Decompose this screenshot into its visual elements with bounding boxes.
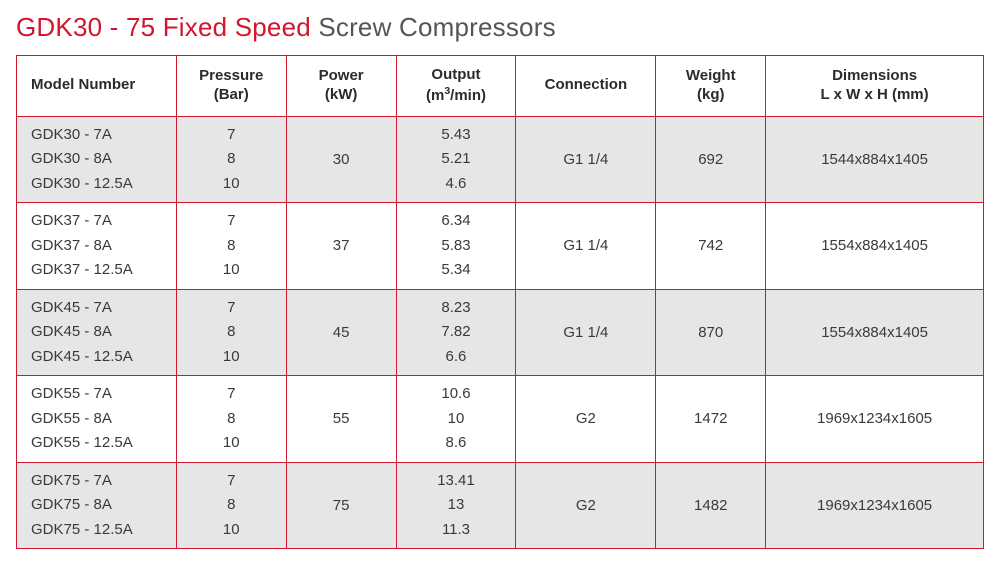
cell-connection: G2	[516, 462, 656, 549]
cell-model: GDK75 - 7AGDK75 - 8AGDK75 - 12.5A	[17, 463, 176, 549]
cell-power: 75	[286, 462, 396, 549]
title-accent: GDK30 - 75 Fixed Speed	[16, 12, 311, 42]
cell-weight: 692	[656, 116, 766, 203]
cell-weight: 1482	[656, 462, 766, 549]
cell-connection: G1 1/4	[516, 203, 656, 290]
col-power: Power (kW)	[286, 56, 396, 117]
cell-dimensions: 1554x884x1405	[766, 203, 984, 290]
cell-connection: G2	[516, 376, 656, 463]
cell-output: 13.411311.3	[397, 463, 516, 549]
cell-power: 30	[286, 116, 396, 203]
cell-model: GDK45 - 7AGDK45 - 8AGDK45 - 12.5A	[17, 290, 176, 376]
cell-connection: G1 1/4	[516, 289, 656, 376]
col-pressure: Pressure (Bar)	[176, 56, 286, 117]
cell-model: GDK30 - 7AGDK30 - 8AGDK30 - 12.5A	[17, 117, 176, 203]
table-row: GDK37 - 7AGDK37 - 8AGDK37 - 12.5A7810376…	[17, 203, 984, 290]
col-model: Model Number	[17, 56, 177, 117]
cell-dimensions: 1554x884x1405	[766, 289, 984, 376]
cell-model: GDK55 - 7AGDK55 - 8AGDK55 - 12.5A	[17, 376, 176, 462]
cell-dimensions: 1544x884x1405	[766, 116, 984, 203]
col-output: Output (m3/min)	[396, 56, 516, 117]
cell-model: GDK37 - 7AGDK37 - 8AGDK37 - 12.5A	[17, 203, 176, 289]
cell-connection: G1 1/4	[516, 116, 656, 203]
cell-weight: 742	[656, 203, 766, 290]
cell-pressure: 7810	[177, 117, 286, 203]
cell-output: 6.345.835.34	[397, 203, 516, 289]
col-connection: Connection	[516, 56, 656, 117]
table-row: GDK45 - 7AGDK45 - 8AGDK45 - 12.5A7810458…	[17, 289, 984, 376]
cell-pressure: 7810	[177, 290, 286, 376]
cell-power: 37	[286, 203, 396, 290]
cell-output: 5.435.214.6	[397, 117, 516, 203]
cell-pressure: 7810	[177, 376, 286, 462]
cell-dimensions: 1969x1234x1605	[766, 462, 984, 549]
table-row: GDK75 - 7AGDK75 - 8AGDK75 - 12.5A7810751…	[17, 462, 984, 549]
table-header-row: Model Number Pressure (Bar) Power (kW) O…	[17, 56, 984, 117]
page-title: GDK30 - 75 Fixed Speed Screw Compressors	[16, 12, 984, 43]
output-unit: (m3/min)	[426, 87, 486, 104]
cell-pressure: 7810	[177, 463, 286, 549]
cell-pressure: 7810	[177, 203, 286, 289]
col-weight: Weight (kg)	[656, 56, 766, 117]
col-dimensions: Dimensions L x W x H (mm)	[766, 56, 984, 117]
cell-power: 55	[286, 376, 396, 463]
cell-weight: 1472	[656, 376, 766, 463]
cell-weight: 870	[656, 289, 766, 376]
title-rest: Screw Compressors	[311, 12, 556, 42]
spec-table: Model Number Pressure (Bar) Power (kW) O…	[16, 55, 984, 549]
table-row: GDK55 - 7AGDK55 - 8AGDK55 - 12.5A7810551…	[17, 376, 984, 463]
table-row: GDK30 - 7AGDK30 - 8AGDK30 - 12.5A7810305…	[17, 116, 984, 203]
cell-dimensions: 1969x1234x1605	[766, 376, 984, 463]
cell-power: 45	[286, 289, 396, 376]
cell-output: 10.6108.6	[397, 376, 516, 462]
cell-output: 8.237.826.6	[397, 290, 516, 376]
